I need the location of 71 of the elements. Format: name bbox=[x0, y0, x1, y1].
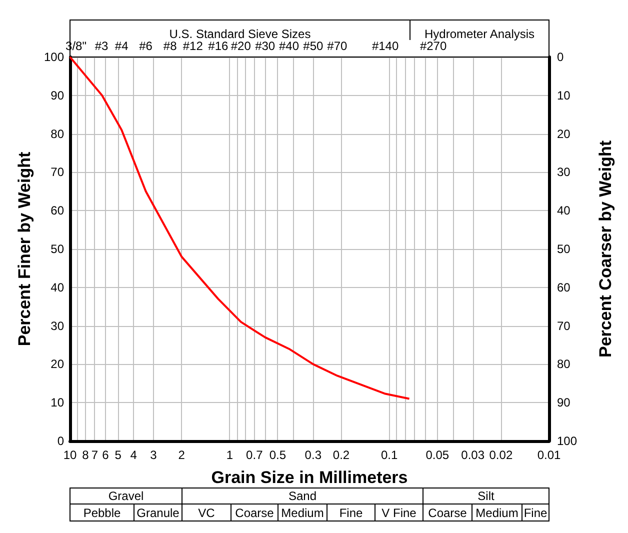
x-tick-label: 0.5 bbox=[269, 448, 286, 462]
text: #12 bbox=[182, 39, 204, 53]
text: Fine bbox=[524, 506, 548, 520]
y-tick-label: 60 bbox=[50, 204, 64, 218]
x-tick-label: 8 bbox=[82, 448, 90, 462]
x-tick-label: 0.03 bbox=[461, 448, 485, 462]
x-axis-title: Grain Size in Millimeters bbox=[211, 468, 408, 487]
y-axis-title: Percent Finer by Weight bbox=[15, 152, 34, 346]
text: #6 bbox=[139, 39, 153, 53]
y-tick-label: 20 bbox=[50, 357, 64, 372]
x-tick-label: 0.2 bbox=[332, 448, 350, 462]
text: U.S. Standard Sieve Sizes bbox=[169, 27, 311, 41]
y2-tick-label: 50 bbox=[557, 242, 571, 256]
y-tick-label: 100 bbox=[44, 50, 64, 64]
y-tick-label: 50 bbox=[50, 242, 64, 256]
x-tick-label: 3 bbox=[150, 448, 158, 462]
x-tick-label: 0.01 bbox=[537, 448, 561, 462]
x-tick-label: 5 bbox=[114, 448, 122, 462]
y2-tick-label: 90 bbox=[557, 396, 571, 410]
text: #50 bbox=[303, 39, 324, 53]
text: #8 bbox=[163, 39, 178, 53]
x-tick-label: 2 bbox=[178, 448, 186, 462]
text: Hydrometer Analysis bbox=[424, 27, 535, 41]
y2-tick-label: 70 bbox=[557, 318, 571, 333]
text: Coarse bbox=[235, 506, 274, 520]
text: #70 bbox=[327, 39, 348, 53]
y2-tick-label: 80 bbox=[557, 357, 571, 372]
text: Fine bbox=[339, 506, 363, 520]
text: #20 bbox=[230, 39, 252, 53]
text: Medium bbox=[476, 506, 518, 520]
y2-tick-label: 10 bbox=[557, 88, 571, 102]
text: Medium bbox=[281, 506, 324, 520]
x-tick-label: 1 bbox=[226, 448, 234, 462]
x-tick-label: 4 bbox=[130, 448, 138, 462]
x-tick-label: 0.3 bbox=[304, 448, 322, 462]
text: Sand bbox=[288, 489, 317, 503]
y2-tick-label: 20 bbox=[557, 126, 571, 141]
y-tick-label: 10 bbox=[50, 396, 64, 410]
y-tick-label: 70 bbox=[50, 165, 64, 180]
y2-tick-label: 40 bbox=[557, 204, 571, 218]
text: Gravel bbox=[108, 489, 144, 503]
x-tick-label: 0.05 bbox=[426, 448, 450, 462]
text: #4 bbox=[114, 39, 129, 53]
x-tick-label: 0.02 bbox=[489, 448, 513, 462]
y-tick-label: 80 bbox=[50, 126, 64, 141]
y2-tick-label: 60 bbox=[557, 280, 571, 294]
x-tick-label: 10 bbox=[63, 448, 77, 462]
y2-tick-label: 30 bbox=[557, 165, 571, 180]
y2-tick-label: 100 bbox=[557, 434, 578, 448]
y2-tick-label: 0 bbox=[557, 50, 564, 64]
text: #30 bbox=[255, 39, 276, 53]
text: #3 bbox=[94, 39, 108, 53]
text: #270 bbox=[420, 39, 447, 53]
text: V Fine bbox=[382, 506, 417, 520]
text: #40 bbox=[278, 39, 300, 53]
x-tick-label: 6 bbox=[102, 448, 110, 462]
text: VC bbox=[198, 506, 216, 520]
y-tick-label: 30 bbox=[50, 318, 64, 333]
text: Pebble bbox=[83, 506, 122, 520]
text: Silt bbox=[478, 489, 495, 503]
y-tick-label: 90 bbox=[50, 88, 64, 102]
text: Granule bbox=[136, 506, 180, 520]
y-tick-label: 0 bbox=[57, 434, 64, 448]
text: Coarse bbox=[428, 506, 468, 520]
y-tick-label: 40 bbox=[50, 280, 64, 294]
text: #140 bbox=[372, 39, 399, 53]
x-tick-label: 7 bbox=[91, 448, 98, 462]
x-tick-label: 0.1 bbox=[380, 448, 398, 462]
text: #16 bbox=[208, 39, 229, 53]
y2-axis-title: Percent Coarser by Weight bbox=[596, 140, 615, 358]
x-tick-label: 0.7 bbox=[246, 448, 264, 462]
